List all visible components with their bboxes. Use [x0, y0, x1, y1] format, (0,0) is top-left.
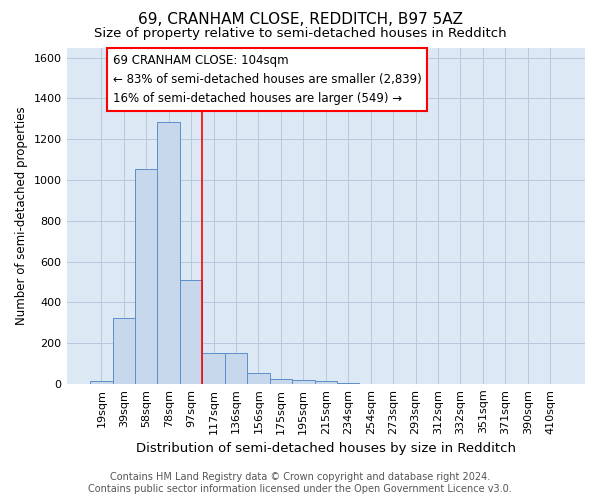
Bar	[337, 383, 359, 384]
Bar	[113, 318, 135, 384]
Bar	[90, 380, 113, 384]
Bar	[157, 122, 180, 384]
X-axis label: Distribution of semi-detached houses by size in Redditch: Distribution of semi-detached houses by …	[136, 442, 516, 455]
Bar	[135, 169, 157, 384]
Text: 69, CRANHAM CLOSE, REDDITCH, B97 5AZ: 69, CRANHAM CLOSE, REDDITCH, B97 5AZ	[137, 12, 463, 28]
Bar	[202, 353, 225, 384]
Y-axis label: Number of semi-detached properties: Number of semi-detached properties	[15, 106, 28, 325]
Bar	[225, 353, 247, 384]
Text: 69 CRANHAM CLOSE: 104sqm
← 83% of semi-detached houses are smaller (2,839)
16% o: 69 CRANHAM CLOSE: 104sqm ← 83% of semi-d…	[113, 54, 421, 104]
Bar	[292, 380, 314, 384]
Bar	[180, 280, 202, 384]
Bar	[247, 372, 269, 384]
Bar	[314, 380, 337, 384]
Text: Size of property relative to semi-detached houses in Redditch: Size of property relative to semi-detach…	[94, 28, 506, 40]
Bar	[269, 378, 292, 384]
Text: Contains HM Land Registry data © Crown copyright and database right 2024.
Contai: Contains HM Land Registry data © Crown c…	[88, 472, 512, 494]
